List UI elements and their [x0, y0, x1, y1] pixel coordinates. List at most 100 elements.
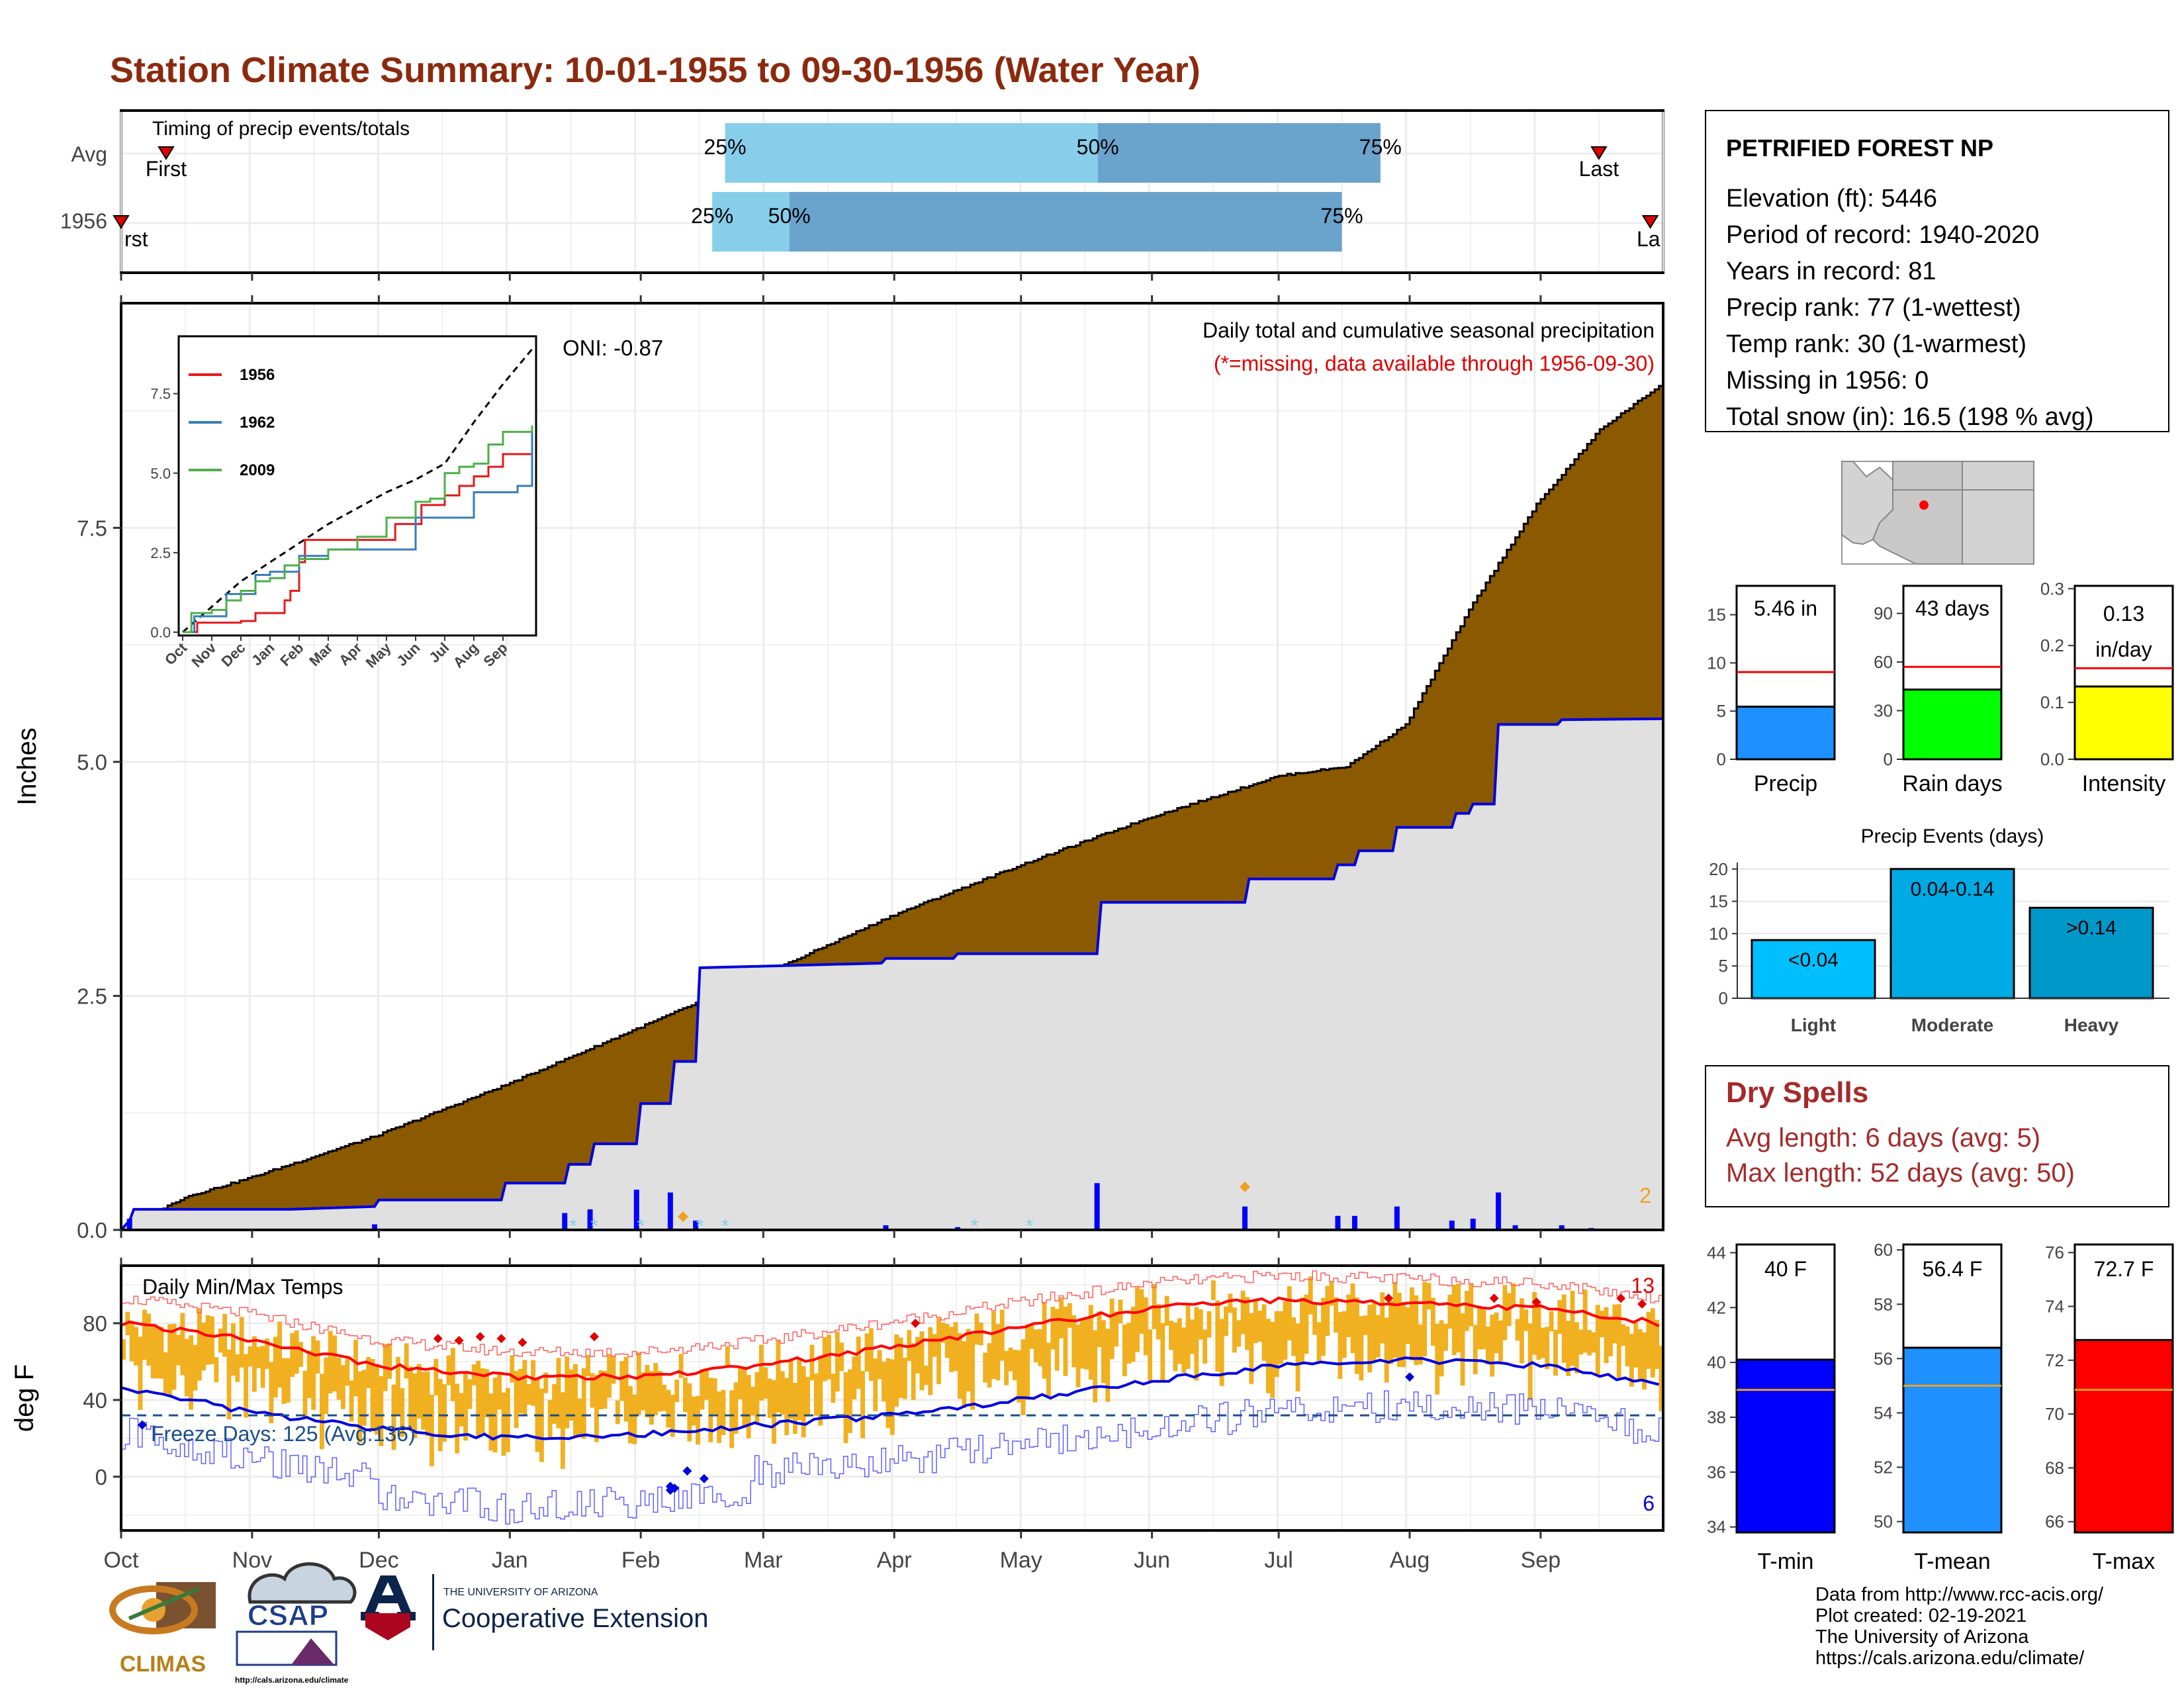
- daily-temp-bar: [142, 1309, 147, 1360]
- daily-temp-bar: [801, 1366, 806, 1438]
- station-info-box: PETRIFIED FOREST NP Elevation (ft): 5446…: [1705, 110, 2169, 432]
- daily-temp-bar: [717, 1391, 721, 1443]
- timing-bar-lower-avg: [725, 123, 1098, 183]
- daily-temp-bar: [248, 1346, 253, 1367]
- daily-temp-bar: [577, 1398, 582, 1437]
- daily-temp-bar: [324, 1357, 329, 1415]
- ua-coop-ext: Cooperative Extension: [442, 1604, 708, 1633]
- daily-temp-bar: [1038, 1329, 1043, 1366]
- daily-temp-bar: [201, 1322, 206, 1371]
- daily-temp-bar: [1008, 1347, 1013, 1372]
- daily-temp-bar: [134, 1327, 139, 1366]
- daily-precip-bar: [372, 1224, 378, 1230]
- daily-precip-bar: [693, 1220, 699, 1230]
- snow-marker: *: [696, 1215, 704, 1237]
- daily-temp-bar: [999, 1309, 1005, 1361]
- daily-temp-bar: [847, 1369, 852, 1433]
- daily-temp-bar: [514, 1371, 519, 1429]
- daily-temp-bar: [404, 1343, 409, 1379]
- daily-precip-bar: [562, 1213, 568, 1230]
- mini-bar-label: Precip: [1754, 771, 1817, 796]
- daily-temp-bar: [856, 1336, 861, 1389]
- daily-temp-bar: [1029, 1323, 1034, 1349]
- dry-spells-box: Dry Spells Avg length: 6 days (avg: 5) M…: [1705, 1065, 2169, 1207]
- oni-label: ONI: -0.87: [563, 336, 663, 360]
- daily-temp-bar: [1553, 1329, 1558, 1376]
- daily-temp-bar: [302, 1370, 308, 1419]
- daily-temp-bar: [1135, 1287, 1140, 1352]
- daily-temp-bar: [1515, 1319, 1520, 1341]
- timing-bar-lower-1956: [712, 192, 790, 252]
- temp-bar-label: T-max: [2093, 1549, 2155, 1574]
- daily-temp-bar: [459, 1393, 464, 1427]
- temp-panel-title: Daily Min/Max Temps: [142, 1275, 343, 1299]
- daily-temp-bar: [1591, 1332, 1596, 1353]
- daily-temp-bar: [353, 1339, 358, 1397]
- daily-temp-bar: [184, 1338, 189, 1397]
- daily-temp-bar: [1545, 1327, 1550, 1370]
- daily-temp-bar: [1485, 1326, 1490, 1365]
- daily-temp-bar: [501, 1392, 506, 1456]
- daily-temp-bar: [670, 1394, 675, 1437]
- daily-temp-bar: [1566, 1321, 1571, 1376]
- daily-temp-bar: [877, 1350, 882, 1380]
- daily-temp-bar: [784, 1378, 790, 1436]
- inset-series-2009: [183, 425, 533, 633]
- daily-temp-bar: [1143, 1297, 1148, 1356]
- temp-bar-tick-label: 72: [2045, 1350, 2064, 1370]
- temp-y-tick-label: 40: [83, 1388, 107, 1413]
- daily-temp-bar: [1447, 1294, 1453, 1329]
- daily-temp-bar: [1177, 1318, 1182, 1364]
- inset-y-tick-label: 5.0: [150, 465, 171, 482]
- daily-temp-bar: [1224, 1306, 1228, 1336]
- temp-bar-tick-label: 54: [1874, 1403, 1893, 1423]
- daily-temp-bar: [991, 1311, 996, 1380]
- record-high-marker: [1384, 1293, 1394, 1303]
- daily-temp-bar: [1257, 1310, 1263, 1342]
- daily-temp-bar: [742, 1368, 747, 1428]
- daily-temp-bar: [1316, 1322, 1322, 1364]
- events-tick-label: 0: [1719, 988, 1728, 1008]
- timing-label: Timing of precip events/totals: [152, 118, 410, 140]
- record-high-marker: [589, 1332, 599, 1342]
- event-category-label: Light: [1791, 1015, 1836, 1035]
- record-high-line: [121, 1270, 1663, 1358]
- daily-temp-bar: [277, 1321, 283, 1388]
- daily-temp-bar: [1600, 1311, 1605, 1337]
- daily-temp-bar: [645, 1364, 650, 1417]
- temp-bar-tick-label: 74: [2045, 1297, 2064, 1317]
- daily-temp-bar: [928, 1327, 933, 1395]
- daily-temp-bar: [1371, 1301, 1377, 1361]
- snow-marker: *: [721, 1215, 729, 1237]
- daily-temp-bar: [522, 1360, 527, 1415]
- daily-temp-bar: [480, 1368, 485, 1434]
- daily-temp-bar: [1012, 1350, 1017, 1381]
- event-bar-label: >0.14: [2066, 917, 2116, 939]
- daily-temp-bar: [556, 1358, 561, 1429]
- daily-temp-bar: [539, 1388, 544, 1462]
- daily-precip-bar: [1335, 1215, 1341, 1230]
- daily-temp-bar: [1279, 1311, 1283, 1364]
- daily-temp-bar: [911, 1343, 916, 1400]
- daily-temp-bar: [256, 1346, 261, 1368]
- daily-temp-bar: [1181, 1327, 1187, 1373]
- daily-temp-bar: [273, 1336, 278, 1398]
- daily-temp-bar: [1426, 1283, 1432, 1310]
- footer-data-source: Data from http://www.rcc-acis.org/: [1815, 1584, 2104, 1605]
- daily-temp-bar: [696, 1395, 701, 1445]
- daily-temp-bar: [1388, 1300, 1393, 1364]
- daily-temp-bar: [1604, 1307, 1609, 1364]
- daily-temp-bar: [962, 1341, 967, 1409]
- daily-temp-bar: [889, 1359, 895, 1435]
- daily-temp-bar: [919, 1331, 925, 1391]
- daily-temp-bar: [678, 1354, 684, 1378]
- daily-temp-bar: [1633, 1322, 1639, 1368]
- daily-temp-bar: [455, 1383, 460, 1454]
- daily-temp-bar: [700, 1369, 705, 1410]
- events-tick-label: 15: [1709, 892, 1728, 912]
- month-label-mar: Mar: [744, 1548, 783, 1573]
- snow-marker: *: [1026, 1215, 1034, 1237]
- mini-bar-value: 43 days: [1915, 596, 1989, 620]
- daily-temp-bar: [1033, 1329, 1038, 1363]
- daily-temp-bar: [1046, 1342, 1051, 1397]
